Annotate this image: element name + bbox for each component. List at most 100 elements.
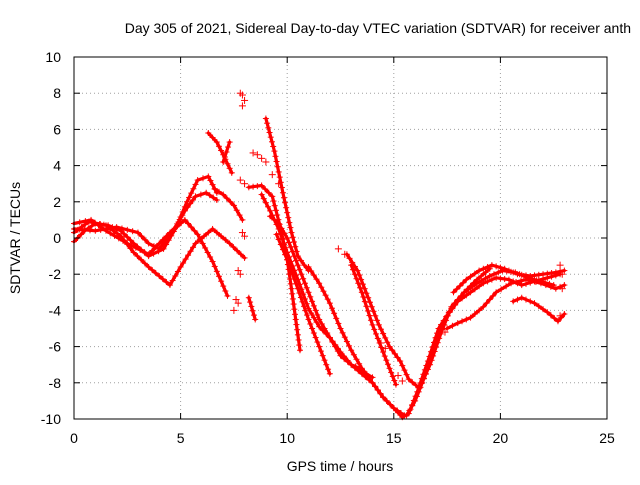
plus-marker — [465, 286, 472, 293]
plus-marker — [226, 165, 233, 172]
plus-marker — [493, 263, 500, 270]
plus-marker — [176, 216, 183, 223]
plus-marker — [137, 246, 144, 253]
plus-marker — [307, 320, 314, 327]
plus-marker — [279, 189, 286, 196]
plus-marker — [222, 236, 229, 243]
plus-marker — [201, 233, 208, 240]
plus-marker — [314, 339, 321, 346]
plus-marker — [459, 295, 466, 302]
plus-marker — [454, 320, 461, 327]
plus-marker — [234, 299, 242, 307]
plus-marker — [152, 269, 159, 276]
plus-marker — [467, 273, 474, 280]
plus-marker — [293, 257, 300, 264]
plus-marker — [169, 229, 176, 236]
plus-marker — [213, 139, 220, 146]
plus-marker — [351, 271, 358, 278]
plus-marker — [284, 256, 291, 263]
plus-marker — [354, 267, 361, 274]
plus-marker — [209, 225, 216, 232]
plus-marker — [220, 158, 227, 165]
plus-marker — [337, 325, 344, 332]
plus-marker — [301, 280, 308, 287]
plus-marker — [321, 357, 328, 364]
plus-marker — [386, 343, 393, 350]
plus-marker — [357, 284, 364, 291]
series-line — [274, 232, 332, 376]
plus-marker — [409, 402, 416, 409]
x-tick-label: 20 — [493, 430, 509, 446]
plus-marker — [344, 357, 351, 364]
plus-marker — [162, 237, 169, 244]
series-track-20 — [348, 262, 399, 388]
plus-marker — [493, 289, 500, 296]
y-tick-label: -4 — [49, 302, 62, 318]
plus-marker — [531, 300, 538, 307]
plus-marker — [547, 312, 554, 319]
plus-marker — [279, 246, 286, 253]
plus-marker — [236, 270, 244, 278]
plus-marker — [383, 357, 390, 364]
plus-marker — [383, 397, 390, 404]
plus-marker — [476, 283, 483, 290]
plus-marker — [203, 189, 210, 196]
plus-marker — [331, 310, 338, 317]
plus-marker — [288, 285, 295, 292]
plus-marker — [365, 294, 372, 301]
plus-marker — [159, 276, 166, 283]
plus-marker — [190, 185, 197, 192]
plus-marker — [491, 271, 498, 278]
plus-marker — [301, 262, 308, 269]
plus-marker — [343, 338, 350, 345]
plus-marker — [432, 339, 439, 346]
plus-marker — [166, 282, 173, 289]
plus-marker — [289, 248, 296, 255]
plus-marker — [309, 325, 316, 332]
plus-marker — [501, 276, 508, 283]
plus-marker — [316, 316, 323, 323]
plus-marker — [522, 276, 529, 283]
plus-marker — [537, 280, 544, 287]
plus-marker — [268, 138, 275, 145]
plus-marker — [467, 289, 474, 296]
plot-frame — [73, 56, 608, 420]
plus-marker — [558, 270, 566, 278]
plus-marker — [395, 409, 402, 416]
plus-marker — [221, 154, 228, 161]
plus-marker — [341, 353, 348, 360]
y-tick-label: 2 — [53, 194, 61, 210]
plus-marker — [522, 296, 529, 303]
plus-marker — [548, 269, 555, 276]
plus-marker — [527, 277, 534, 284]
plus-marker — [272, 207, 279, 214]
plus-marker — [441, 317, 448, 324]
plus-marker — [268, 171, 276, 179]
plus-marker — [127, 237, 134, 244]
plus-marker — [488, 276, 495, 283]
series-track-12 — [267, 213, 408, 419]
plus-marker — [350, 351, 357, 358]
plus-marker — [182, 256, 189, 263]
plus-marker — [471, 311, 478, 318]
plus-marker — [294, 326, 301, 333]
plus-marker — [215, 188, 222, 195]
series-line — [306, 265, 492, 419]
plus-marker — [302, 307, 309, 314]
plus-marker — [374, 335, 381, 342]
plus-marker — [361, 368, 368, 375]
plus-marker — [335, 320, 342, 327]
plus-marker — [228, 169, 235, 176]
y-tick-label: 4 — [53, 158, 61, 174]
plus-marker — [437, 325, 445, 332]
plus-marker — [130, 249, 137, 256]
plus-marker — [305, 316, 312, 323]
plus-marker — [222, 288, 229, 295]
plus-marker — [120, 237, 127, 244]
plus-marker — [300, 303, 307, 310]
plus-marker — [275, 220, 282, 227]
plus-marker — [498, 286, 505, 293]
plus-marker — [184, 204, 191, 211]
plus-marker — [141, 260, 148, 267]
series-track-05 — [205, 130, 235, 176]
